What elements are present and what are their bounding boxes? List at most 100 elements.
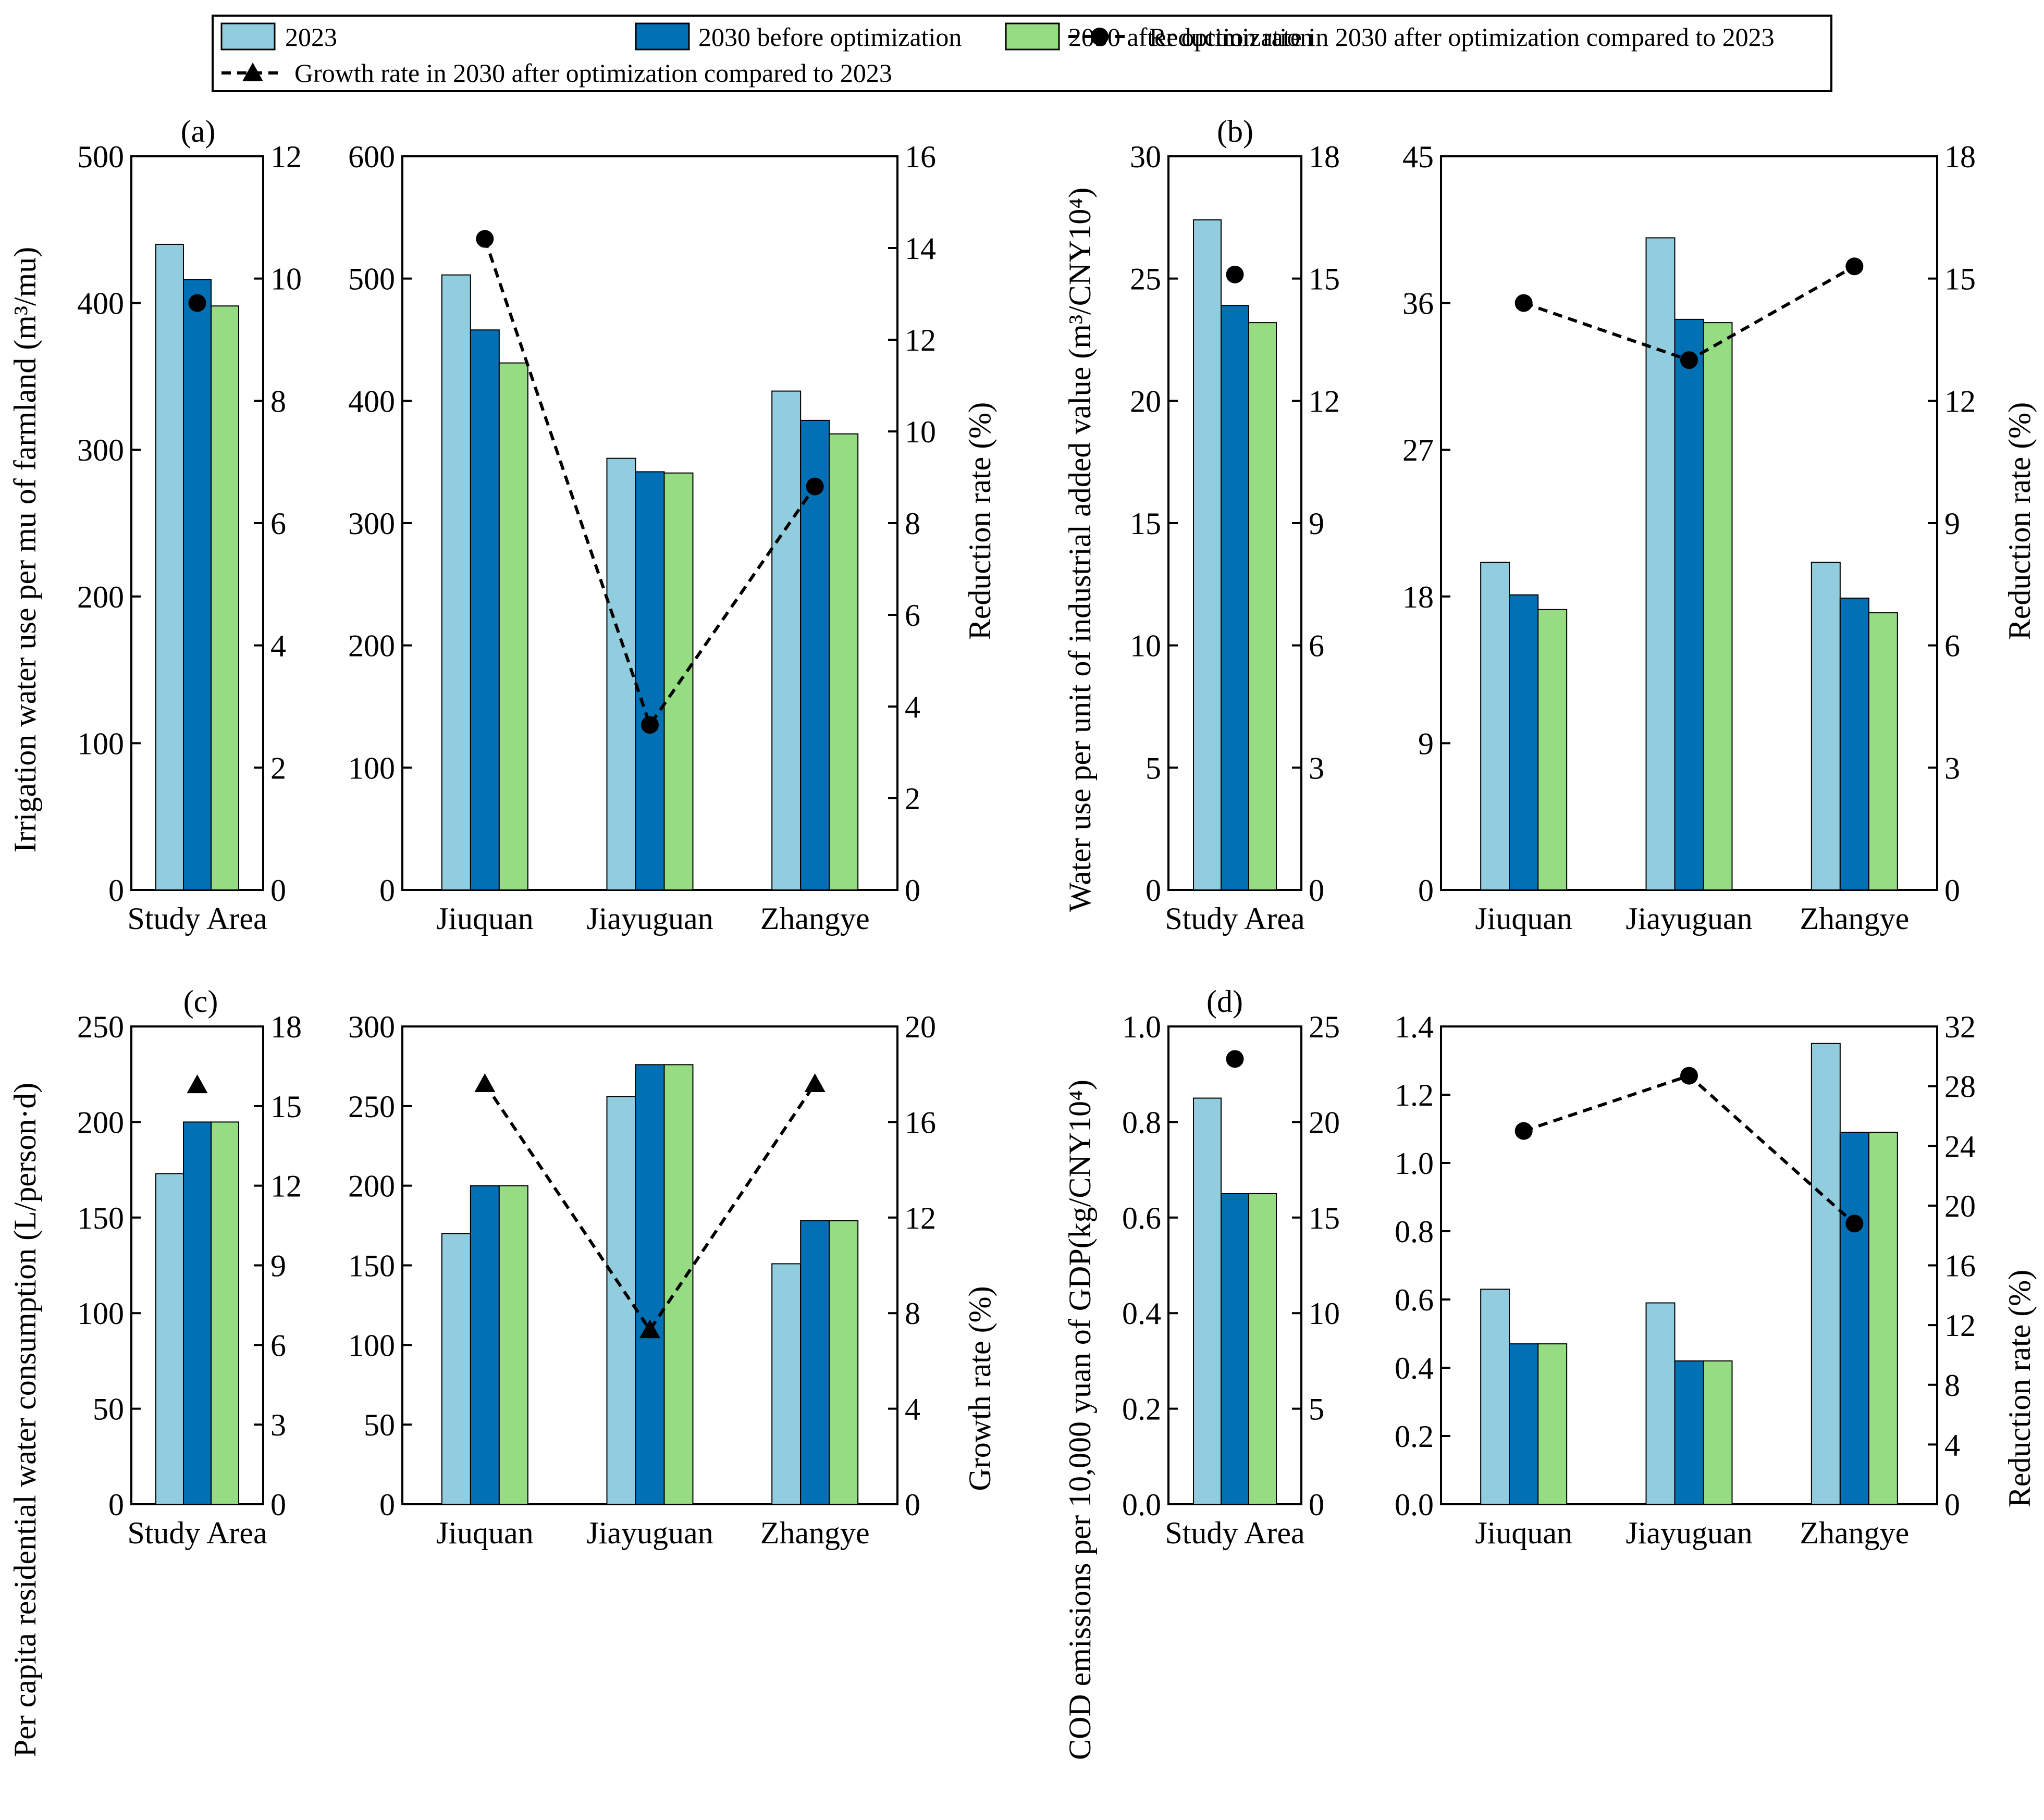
panel-a-study-ytick-label: 300: [77, 433, 124, 467]
panel-a-bar-zhangye-after: [829, 433, 859, 890]
panel-d-bar-jiuquan-after: [1537, 1343, 1568, 1505]
panel-b-study-rtick-label: 6: [1309, 629, 1324, 663]
panel-a-ylabel: Irrigation water use per mu of farmland …: [8, 247, 42, 853]
panel-a-cities-ytick-label: 500: [348, 262, 395, 296]
panel-c-growth-marker-zhangye: [804, 1073, 826, 1093]
panel-d-cities-ytick-label: 0.2: [1395, 1419, 1434, 1454]
panel-c-category-label: Zhangye: [760, 1516, 870, 1550]
panel-c-study-rtick-label: 9: [270, 1249, 286, 1283]
panel-d-rate-label: Reduction rate (%): [2002, 1270, 2037, 1507]
panel-d-study-category-label: Study Area: [1165, 1516, 1304, 1550]
panel-a-study-ytick-label: 0: [108, 873, 124, 908]
panel-c-cities-rtick-label: 20: [905, 1010, 936, 1044]
panel-a-bar-jiuquan-after: [498, 362, 528, 890]
panel-c-label: (c): [183, 984, 218, 1019]
panel-d-study-ytick-label: 0.4: [1122, 1296, 1161, 1331]
panel-b-bar-zhangye-after: [1868, 612, 1898, 890]
panel-a-rate-line: [483, 238, 817, 728]
panel-a-reduction-marker-jiuquan: [476, 230, 494, 248]
legend-reduction-marker: [1091, 28, 1109, 45]
panel-c-rate-line: [483, 1083, 817, 1333]
panel-a-study-rtick-label: 8: [270, 384, 286, 418]
panel-d-ylabel: COD emissions per 10,000 yuan of GDP(kg/…: [1063, 1080, 1097, 1760]
panel-b-cities-rtick-label: 15: [1944, 262, 1976, 296]
panel-c-study-rtick-label: 15: [270, 1089, 302, 1124]
legend-growth-marker: [242, 63, 263, 81]
panel-d-study-bar-2023: [1193, 1097, 1222, 1505]
panel-a-bar-zhangye-2023: [771, 390, 802, 890]
panel-a-study-ytick-label: 200: [77, 580, 124, 614]
panel-a-bar-jiuquan-before: [470, 329, 500, 890]
panel-a-study-rtick-label: 6: [270, 506, 286, 541]
panel-c-bar-zhangye-before: [800, 1220, 830, 1505]
panel-c-growth-marker-jiuquan: [474, 1073, 496, 1093]
panel-d-bar-zhangye-before: [1839, 1132, 1869, 1505]
panel-b-study-ytick-label: 5: [1146, 751, 1161, 785]
panel-c-study-rtick-label: 6: [270, 1328, 286, 1363]
panel-b-study-rtick-label: 9: [1309, 506, 1324, 541]
panel-d-cities-rtick-label: 16: [1944, 1249, 1976, 1283]
panel-d-bar-zhangye-after: [1868, 1132, 1898, 1505]
panel-c-growth-marker-jiayuguan: [639, 1319, 660, 1339]
panel-a-study-rtick-label: 12: [270, 140, 302, 174]
panel-a-cities-rtick-label: 16: [905, 140, 936, 174]
panel-a-cities-ytick-label: 600: [348, 140, 395, 174]
panel-c-bar-jiayuguan-2023: [606, 1096, 636, 1505]
panel-b-cities-rtick-label: 3: [1944, 751, 1960, 785]
legend-label-growth: Growth rate in 2030 after optimization c…: [294, 58, 892, 88]
panel-b-cities-ytick-label: 18: [1402, 580, 1434, 614]
panel-b-study-rtick-label: 3: [1309, 751, 1324, 785]
panel-d-cities-ytick-label: 0.4: [1395, 1351, 1434, 1385]
panel-b-cities-rtick-label: 12: [1944, 384, 1976, 418]
panel-b-study-reduction-marker: [1226, 265, 1244, 283]
panel-a-category-label: Zhangye: [760, 901, 870, 936]
panel-c-study-rtick-label: 0: [270, 1488, 286, 1522]
panel-d-cities-ytick-label: 1.2: [1395, 1078, 1434, 1112]
panel-b-bar-jiuquan-before: [1509, 594, 1539, 891]
panel-d-study-rtick-label: 5: [1309, 1392, 1324, 1427]
panel-c-study-category-label: Study Area: [127, 1516, 267, 1550]
panel-c-rate-label: Growth rate (%): [963, 1286, 997, 1491]
panel-a-cities-rtick-label: 4: [905, 690, 920, 724]
panel-b-study-ytick-label: 30: [1130, 140, 1161, 174]
panel-c-cities-ytick-label: 50: [364, 1408, 395, 1442]
panel-d-cities-ytick-label: 0.0: [1395, 1488, 1434, 1522]
panel-c-study-growth-marker: [187, 1074, 208, 1094]
panel-a-reduction-marker-zhangye: [806, 477, 824, 496]
panel-a-study-bar-after: [211, 305, 239, 890]
panel-b-study-ytick-label: 15: [1130, 506, 1161, 541]
panel-d-study-rtick-label: 20: [1309, 1105, 1340, 1140]
panel-b-cities-rtick-label: 18: [1944, 140, 1976, 174]
panel-b-study-bar-2023: [1193, 219, 1222, 891]
panel-a-study-ytick-label: 400: [77, 287, 124, 321]
panel-c-cities-rtick-label: 16: [905, 1105, 936, 1140]
panel-b-study-ytick-label: 25: [1130, 262, 1161, 296]
panel-c-bar-zhangye-2023: [771, 1263, 802, 1505]
panel-b-study-rtick-label: 0: [1309, 873, 1324, 908]
panel-d-bar-jiayuguan-after: [1703, 1360, 1733, 1505]
legend-label-reduction: Reduction rate in 2030 after optimizatio…: [1149, 22, 1775, 52]
panel-b-study-ytick-label: 20: [1130, 384, 1161, 418]
panel-b-cities-rtick-label: 0: [1944, 873, 1960, 908]
panel-a-study-rtick-label: 10: [270, 262, 302, 296]
panel-c-cities-ytick-label: 100: [348, 1328, 395, 1363]
panel-a-cities-ytick-label: 0: [379, 873, 395, 908]
panel-c-bar-jiayuguan-before: [635, 1064, 665, 1505]
panel-c-study-ytick-label: 250: [77, 1010, 124, 1044]
panel-a-study-rtick-label: 4: [270, 629, 286, 663]
panel-b-bar-zhangye-2023: [1811, 562, 1841, 891]
panel-d-study-ytick-label: 0.8: [1122, 1105, 1161, 1140]
panel-a-cities-ytick-label: 100: [348, 751, 395, 785]
panel-b-study-rtick-label: 15: [1309, 262, 1340, 296]
panel-b-study-rtick-label: 18: [1309, 140, 1340, 174]
panel-c-category-label: Jiuquan: [436, 1516, 534, 1550]
panel-c-study-bar-before: [183, 1121, 212, 1505]
panel-d-bar-jiuquan-2023: [1480, 1289, 1510, 1505]
legend-swatch-2023: [220, 22, 276, 51]
panel-d-cities-rtick-label: 0: [1944, 1488, 1960, 1522]
panel-c-study-bar-2023: [155, 1173, 184, 1505]
panel-a-cities-rtick-label: 12: [905, 323, 936, 357]
panel-d-cities-ytick-label: 1.0: [1395, 1146, 1434, 1181]
